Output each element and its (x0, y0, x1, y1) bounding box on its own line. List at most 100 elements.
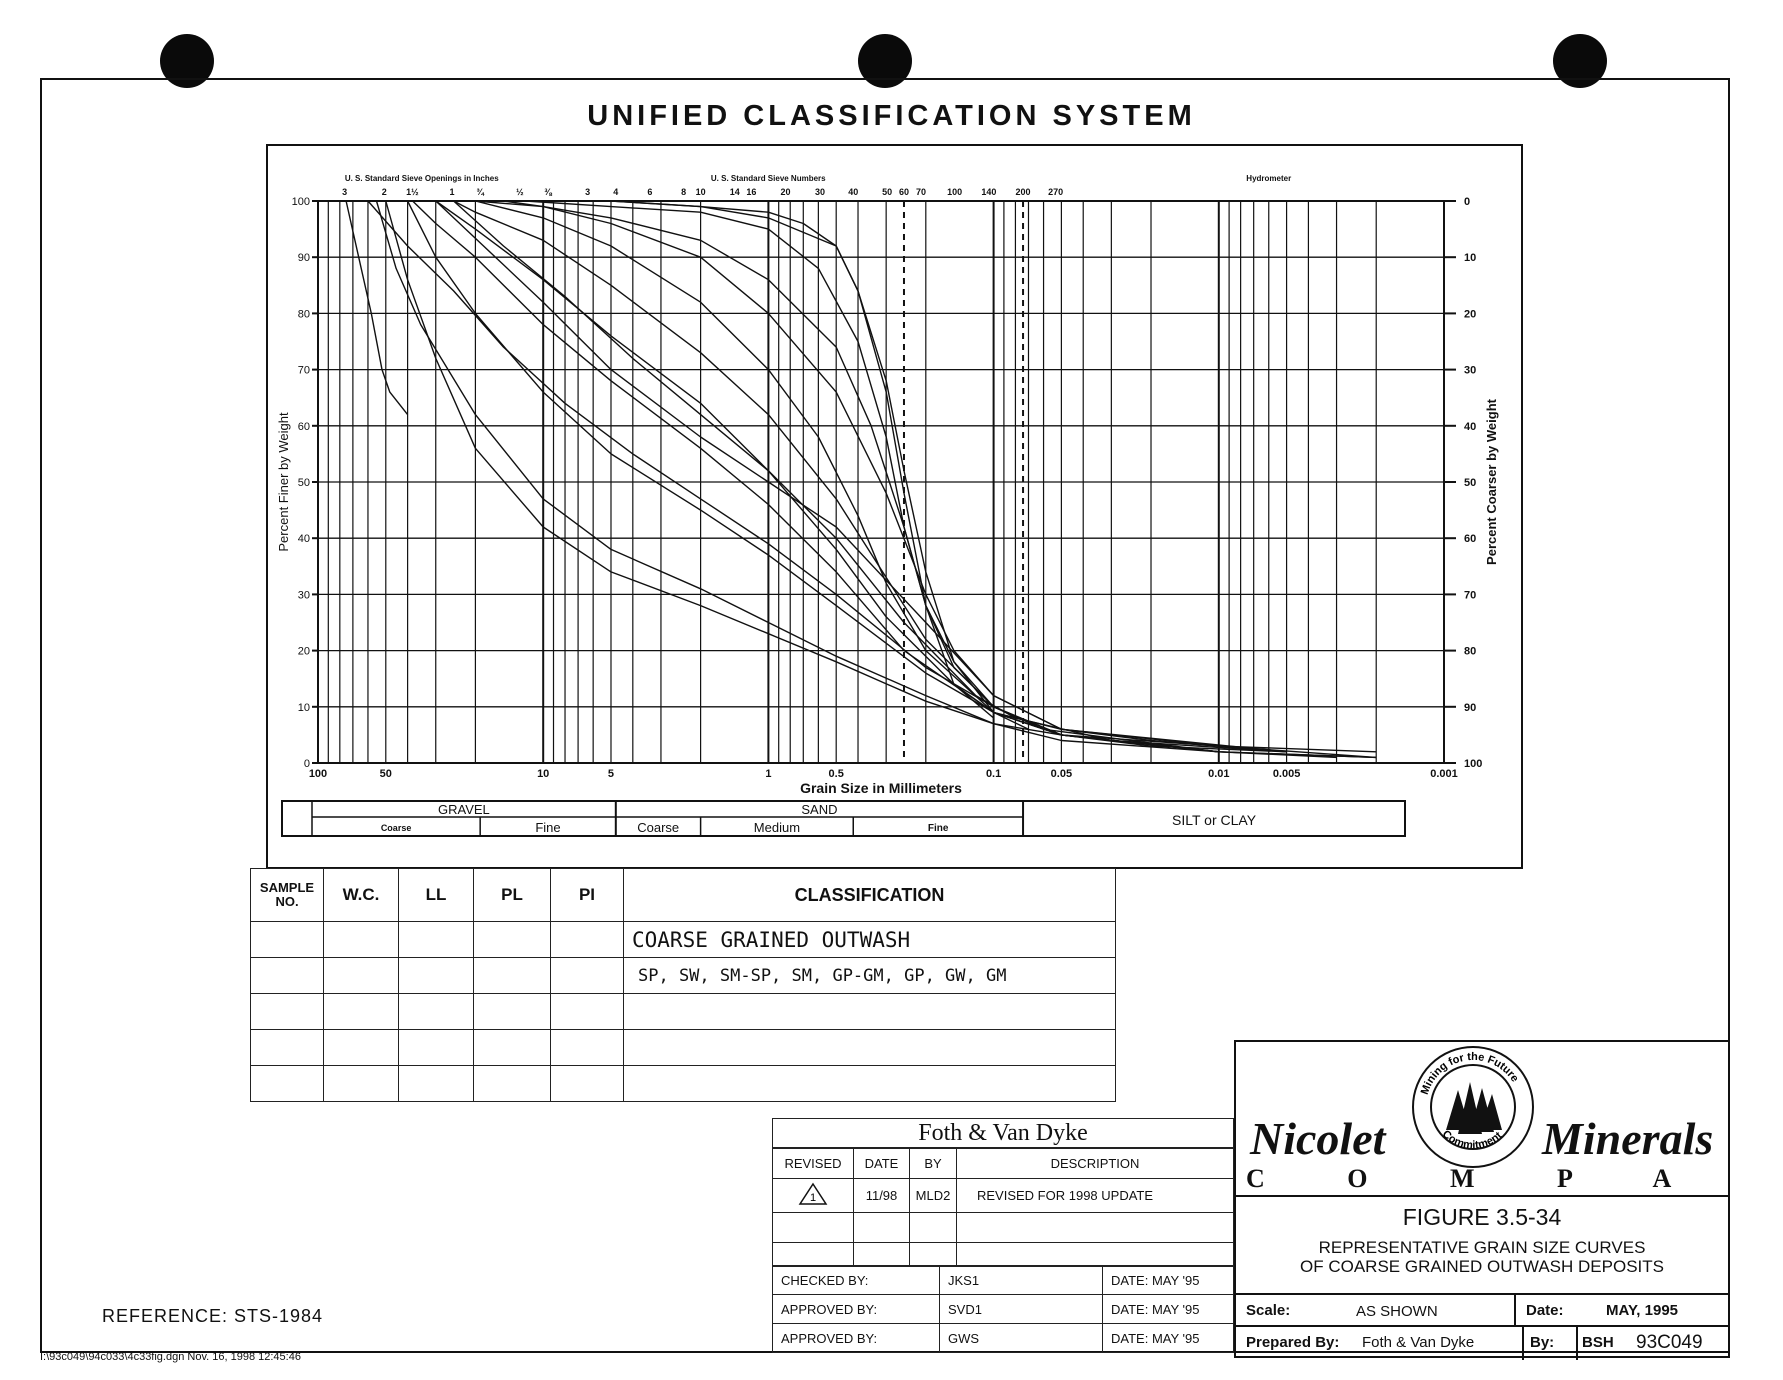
cell-pi (550, 921, 624, 958)
rev-empty (956, 1242, 1234, 1267)
x-tick-label: 10 (537, 768, 549, 780)
sample-table: SAMPLE NO. W.C. LL PL PI CLASSIFICATION … (250, 868, 1116, 1102)
company-name-left: Nicolet (1250, 1113, 1386, 1164)
chart-panel: 0 10 20 30 40 50 60 70 80 90 100 100 90 80 70 60 50 40 30 2… (266, 144, 1523, 869)
cell-ll (398, 993, 474, 1030)
cell-pl (473, 921, 551, 958)
svg-text:1: 1 (810, 1192, 816, 1204)
cell-wc (323, 957, 399, 994)
x-tick-label: 0.005 (1273, 768, 1301, 780)
approved2-label: APPROVED BY: (772, 1323, 940, 1353)
cell-pl (473, 957, 551, 994)
cell-pi (550, 957, 624, 994)
approved2-date: DATE: MAY '95 (1102, 1323, 1234, 1353)
cell-wc (323, 1029, 399, 1066)
cell-ll (398, 921, 474, 958)
sieve-tick-label: 60 (899, 187, 909, 197)
date-value: MAY, 1995 (1606, 1302, 1678, 1319)
x-tick-label: 5 (608, 768, 614, 780)
checked-label: CHECKED BY: (772, 1265, 940, 1295)
grain-size-curve (385, 200, 1287, 753)
rev-date: 11/98 (853, 1178, 910, 1213)
classification-line-2: SP, SW, SM-SP, SM, GP-GM, GP, GW, GM (623, 957, 1116, 994)
size-scale-frame (281, 800, 1406, 837)
rev-empty (772, 1242, 854, 1267)
size-scale-sand-coarse: Coarse (637, 820, 679, 835)
grain-size-curve (525, 200, 1219, 753)
scale-label: Scale: (1246, 1302, 1291, 1319)
y2-tick-label: 80 (1464, 646, 1476, 658)
sieve-tick-label: 50 (882, 187, 892, 197)
rev-empty (853, 1242, 910, 1267)
drawer-initials: BSH (1582, 1334, 1614, 1351)
revision-triangle-icon: 1 (798, 1182, 828, 1205)
company-logo-icon: Mining for the Future Commitment (1412, 1046, 1534, 1168)
sieve-tick-label: 2 (382, 187, 387, 197)
sieve-tick-label: 100 (947, 187, 962, 197)
y2-tick-label: 40 (1464, 421, 1476, 433)
approved1-date: DATE: MAY '95 (1102, 1294, 1234, 1324)
y2-tick-label: 50 (1464, 477, 1476, 489)
sieve-tick-label: ¾ (476, 187, 485, 197)
divider (1576, 1325, 1578, 1360)
grain-size-curve (375, 200, 1377, 759)
cell-ll (398, 1065, 474, 1102)
sieve-tick-label: 20 (780, 187, 790, 197)
cell-ll (398, 957, 474, 994)
rev-header-description: DESCRIPTION (956, 1148, 1234, 1179)
header-pl: PL (473, 868, 551, 922)
y-tick-label: 60 (298, 421, 310, 433)
figure-number: FIGURE 3.5-34 (1402, 1204, 1562, 1230)
prepared-label: Prepared By: (1246, 1334, 1340, 1351)
cell-ll (398, 1029, 474, 1066)
grain-size-curve (453, 200, 1287, 753)
revision-table: REVISED DATE BY DESCRIPTION 1 11/98 MLD2… (772, 1148, 1234, 1267)
x-tick-label: 0.001 (1430, 768, 1458, 780)
scale-value: AS SHOWN (1356, 1303, 1438, 1320)
company-subtitle: C O M P A N Y (1246, 1164, 1716, 1193)
grain-size-curve (435, 200, 1377, 759)
top-label-hydrometer: Hydrometer (1246, 174, 1291, 183)
file-stamp: I:\93c049\94c033\4c33fig.dgn Nov. 16, 19… (40, 1351, 301, 1363)
y2-tick-label: 60 (1464, 533, 1476, 545)
y2-tick-label: 70 (1464, 589, 1476, 601)
y-tick-label: 50 (298, 477, 310, 489)
rev-header-date: DATE (853, 1148, 910, 1179)
by-label: By: (1530, 1334, 1555, 1351)
approved2-by: GWS (939, 1323, 1103, 1353)
cell-wc (323, 1065, 399, 1102)
sieve-tick-label: 30 (815, 187, 825, 197)
checked-date: DATE: MAY '95 (1102, 1265, 1234, 1295)
header-wc: W.C. (323, 868, 399, 922)
y-tick-label: 80 (298, 308, 310, 320)
y-tick-label: 100 (292, 196, 310, 208)
rev-description: REVISED FOR 1998 UPDATE (956, 1178, 1234, 1213)
rev-empty (956, 1212, 1234, 1243)
divider (1236, 1293, 1728, 1295)
y2-tick-label: 90 (1464, 702, 1476, 714)
cell-sample (250, 921, 324, 958)
divider (1514, 1293, 1516, 1325)
firm-name: Foth & Van Dyke (772, 1118, 1234, 1148)
sieve-tick-label: ⅜ (544, 187, 552, 197)
sieve-tick-label: 14 (730, 187, 740, 197)
x-tick-label: 0.5 (829, 768, 844, 780)
sieve-tick-label: 4 (613, 187, 618, 197)
cell-classification (623, 1065, 1116, 1102)
cell-pl (473, 1065, 551, 1102)
top-label-sieve-inches: U. S. Standard Sieve Openings in Inches (345, 174, 499, 183)
size-scale-sand-medium: Medium (754, 820, 800, 835)
size-scale-sand-fine: Fine (928, 823, 949, 834)
sieve-tick-label: 200 (1016, 187, 1031, 197)
cell-sample (250, 993, 324, 1030)
divider (1236, 1325, 1728, 1327)
y2-tick-label: 0 (1464, 196, 1470, 208)
sieve-tick-label: 1½ (406, 187, 419, 197)
figure-description-2: OF COARSE GRAINED OUTWASH DEPOSITS (1300, 1257, 1664, 1276)
x-tick-label: 0.1 (986, 768, 1001, 780)
cell-pi (550, 1065, 624, 1102)
prepared-value: Foth & Van Dyke (1362, 1334, 1475, 1351)
rev-by: MLD2 (909, 1178, 957, 1213)
x-tick-label: 0.05 (1051, 768, 1072, 780)
y-tick-label: 90 (298, 252, 310, 264)
